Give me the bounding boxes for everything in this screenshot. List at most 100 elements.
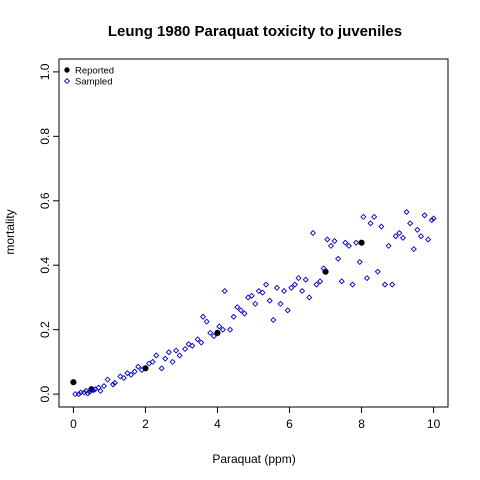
- y-tick-label: 0.8: [38, 128, 52, 145]
- sampled-point: [221, 287, 228, 295]
- sampled-point: [165, 349, 172, 356]
- x-tick-label: 6: [286, 417, 293, 431]
- sampled-point: [120, 374, 127, 382]
- sampled-point: [309, 229, 316, 237]
- sampled-point: [255, 287, 262, 295]
- sampled-point: [428, 217, 435, 224]
- sampled-point: [219, 326, 226, 333]
- sampled-point: [234, 304, 241, 311]
- sampled-point: [252, 300, 259, 307]
- sampled-point: [81, 389, 88, 396]
- sampled-point: [281, 287, 288, 295]
- sampled-point: [128, 371, 135, 378]
- sampled-point: [104, 376, 111, 383]
- sampled-point: [306, 294, 313, 301]
- sampled-point: [124, 370, 131, 377]
- sampled-point: [198, 339, 205, 346]
- x-tick-label: 2: [142, 417, 149, 431]
- sampled-point: [273, 284, 280, 291]
- sampled-point: [277, 300, 284, 307]
- x-tick-label: 10: [427, 417, 441, 431]
- sampled-point: [403, 209, 410, 216]
- sampled-point: [153, 352, 160, 359]
- sampled-point: [399, 234, 407, 241]
- legend-marker-reported: [64, 67, 70, 73]
- sampled-point: [299, 287, 306, 295]
- y-axis: 0.0 0.2 0.4 0.6 0.8 1.0: [38, 63, 59, 402]
- sampled-point: [345, 242, 352, 249]
- sampled-point: [176, 352, 183, 359]
- legend-marker-sampled: [63, 77, 71, 85]
- sampled-point: [207, 329, 214, 336]
- sampled-point: [324, 236, 331, 243]
- sampled-point: [182, 345, 189, 353]
- sampled-point: [158, 365, 165, 372]
- sampled-point: [367, 220, 374, 227]
- sampled-point: [173, 347, 180, 354]
- sampled-point: [203, 318, 210, 325]
- sampled-point: [100, 383, 108, 390]
- sampled-point: [117, 373, 124, 380]
- sampled-point: [353, 239, 360, 246]
- sampled-point: [288, 284, 295, 291]
- sampled-point: [135, 363, 142, 370]
- sampled-point: [410, 246, 417, 253]
- sampled-point: [392, 233, 399, 240]
- y-tick-label: 0.6: [38, 192, 52, 209]
- sampled-point: [84, 390, 91, 397]
- sampled-point: [331, 238, 338, 245]
- reported-point: [358, 239, 365, 246]
- legend-label: Reported: [75, 66, 114, 77]
- sampled-point: [266, 297, 273, 304]
- sampled-point: [227, 326, 234, 333]
- sampled-point: [210, 333, 217, 340]
- sampled-point: [349, 281, 356, 288]
- sampled-point: [425, 236, 432, 243]
- x-axis-label: Paraquat (ppm): [212, 452, 295, 466]
- sampled-point: [185, 341, 192, 348]
- sampled-point: [338, 278, 345, 285]
- y-tick-label: 0.0: [38, 385, 52, 402]
- sampled-point: [200, 313, 207, 320]
- sampled-point: [381, 281, 389, 288]
- sampled-point: [284, 307, 291, 314]
- reported-point: [214, 329, 221, 336]
- sampled-point: [216, 323, 223, 330]
- sampled-point: [194, 336, 201, 343]
- sampled-point: [363, 275, 370, 282]
- reported-point: [322, 268, 329, 275]
- sampled-point: [263, 281, 270, 288]
- sampled-point: [259, 289, 266, 296]
- sampled-point: [230, 313, 237, 320]
- y-axis-label: mortality: [3, 209, 17, 254]
- sampled-point: [385, 242, 392, 249]
- sampled-point: [291, 281, 298, 288]
- y-tick-label: 0.2: [38, 321, 52, 338]
- sampled-point: [241, 310, 248, 317]
- sampled-point: [414, 226, 421, 233]
- x-tick-label: 0: [70, 417, 77, 431]
- sampled-point: [360, 213, 367, 220]
- sampled-point: [396, 229, 403, 237]
- sampled-point: [356, 258, 363, 266]
- sampled-point: [417, 233, 425, 240]
- y-tick-label: 1.0: [38, 63, 52, 80]
- plot-frame: [58, 58, 449, 408]
- x-tick-label: 8: [358, 417, 365, 431]
- x-axis: 0 2 4 6 8 10: [70, 407, 441, 431]
- data-points: [70, 209, 437, 398]
- sampled-point: [109, 381, 117, 388]
- sampled-point: [320, 265, 327, 272]
- legend-label: Sampled: [75, 77, 113, 88]
- sampled-point: [327, 242, 334, 249]
- sampled-point: [162, 355, 169, 362]
- sampled-point: [237, 307, 244, 314]
- sampled-point: [248, 292, 255, 299]
- sampled-point: [317, 278, 324, 285]
- sampled-point: [335, 255, 342, 262]
- sampled-point: [138, 366, 145, 373]
- sampled-point: [430, 215, 437, 222]
- x-tick-label: 4: [214, 417, 221, 431]
